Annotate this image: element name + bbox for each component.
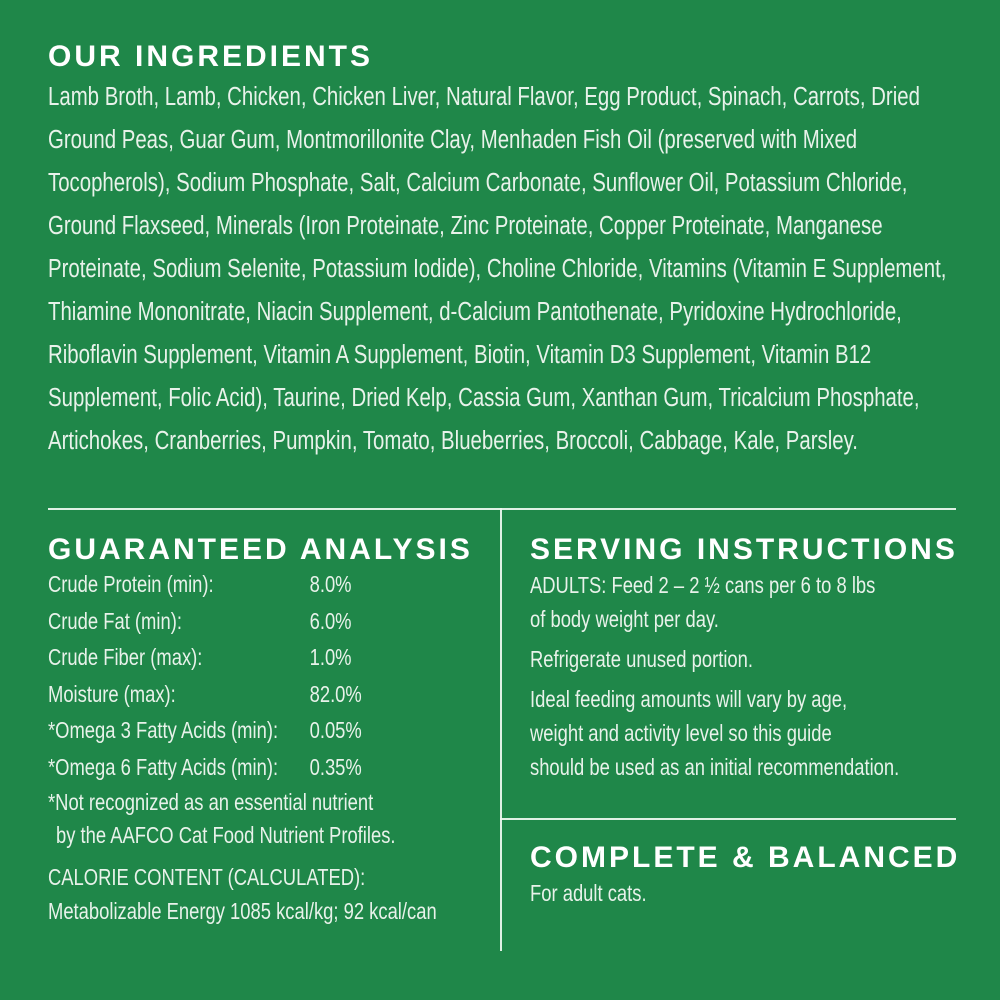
footnote-line: by the AAFCO Cat Food Nutrient Profiles. (56, 822, 396, 848)
ingredients-heading: OUR INGREDIENTS (48, 40, 374, 73)
serving-instructions-heading: SERVING INSTRUCTIONS (530, 533, 958, 566)
analysis-label: *Omega 6 Fatty Acids (min): (48, 753, 279, 780)
analysis-value: 0.35% (309, 753, 362, 780)
analysis-row: *Omega 6 Fatty Acids (min): 0.35% (48, 749, 496, 786)
analysis-row: *Omega 3 Fatty Acids (min): 0.05% (48, 712, 496, 749)
analysis-value: 6.0% (309, 607, 352, 634)
complete-balanced-heading: COMPLETE & BALANCED (530, 841, 961, 874)
serving-paragraph-ideal: Ideal feeding amounts will vary by age, … (530, 686, 900, 780)
analysis-label: Crude Fat (min): (48, 607, 182, 634)
analysis-value: 8.0% (309, 571, 352, 597)
analysis-row: Crude Fat (min): 6.0% (48, 603, 496, 640)
serving-paragraph-refrigerate: Refrigerate unused portion. (530, 646, 753, 672)
analysis-label: *Omega 3 Fatty Acids (min): (48, 717, 279, 743)
footnote-line: *Not recognized as an essential nutrient (48, 789, 374, 815)
calorie-content-value: Metabolizable Energy 1085 kcal/kg; 92 kc… (48, 898, 437, 924)
calorie-content-heading: CALORIE CONTENT (CALCULATED): (48, 864, 366, 890)
column-divider (500, 508, 502, 951)
aafco-footnote: *Not recognized as an essential nutrient… (48, 786, 496, 852)
analysis-value: 0.05% (309, 717, 362, 743)
calorie-content: CALORIE CONTENT (CALCULATED): Metaboliza… (48, 860, 496, 928)
serving-paragraph-adults: ADULTS: Feed 2 – 2 ½ cans per 6 to 8 lbs… (530, 572, 876, 632)
analysis-value: 1.0% (309, 644, 352, 670)
top-section-divider (48, 508, 956, 510)
complete-balanced-text: For adult cats. (530, 880, 647, 906)
complete-balanced-divider (500, 818, 956, 820)
analysis-label: Moisture (max): (48, 680, 176, 707)
ingredients-text: Lamb Broth, Lamb, Chicken, Chicken Liver… (48, 83, 947, 455)
guaranteed-analysis-table: Crude Protein (min): 8.0% Crude Fat (min… (48, 566, 496, 785)
analysis-label: Crude Protein (min): (48, 571, 214, 597)
analysis-value: 82.0% (309, 680, 362, 707)
analysis-row: Crude Fiber (max): 1.0% (48, 639, 496, 676)
analysis-label: Crude Fiber (max): (48, 644, 203, 670)
analysis-row: Crude Protein (min): 8.0% (48, 566, 496, 603)
analysis-row: Moisture (max): 82.0% (48, 676, 496, 713)
guaranteed-analysis-heading: GUARANTEED ANALYSIS (48, 533, 473, 566)
